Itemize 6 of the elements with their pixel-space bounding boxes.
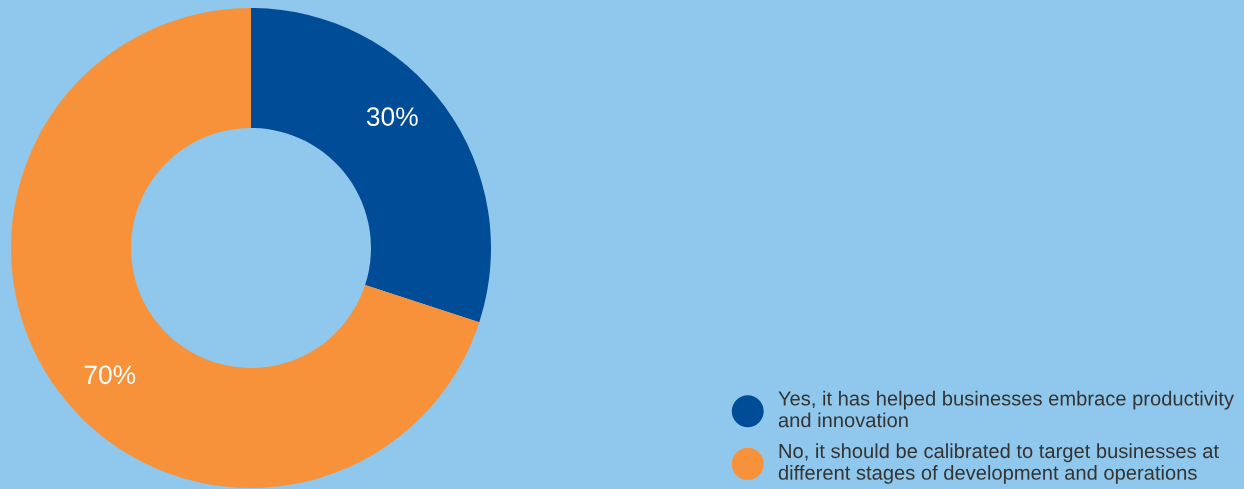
donut-slice xyxy=(251,8,491,323)
legend-label: Yes, it has helped businesses embrace productivity and innovation xyxy=(778,390,1234,428)
legend-label: No, it should be calibrated to target businesses at different stages of development and operations xyxy=(778,443,1219,484)
data-label: 30% xyxy=(366,107,418,127)
data-label: 70% xyxy=(84,365,136,385)
donut-slice xyxy=(11,8,480,488)
